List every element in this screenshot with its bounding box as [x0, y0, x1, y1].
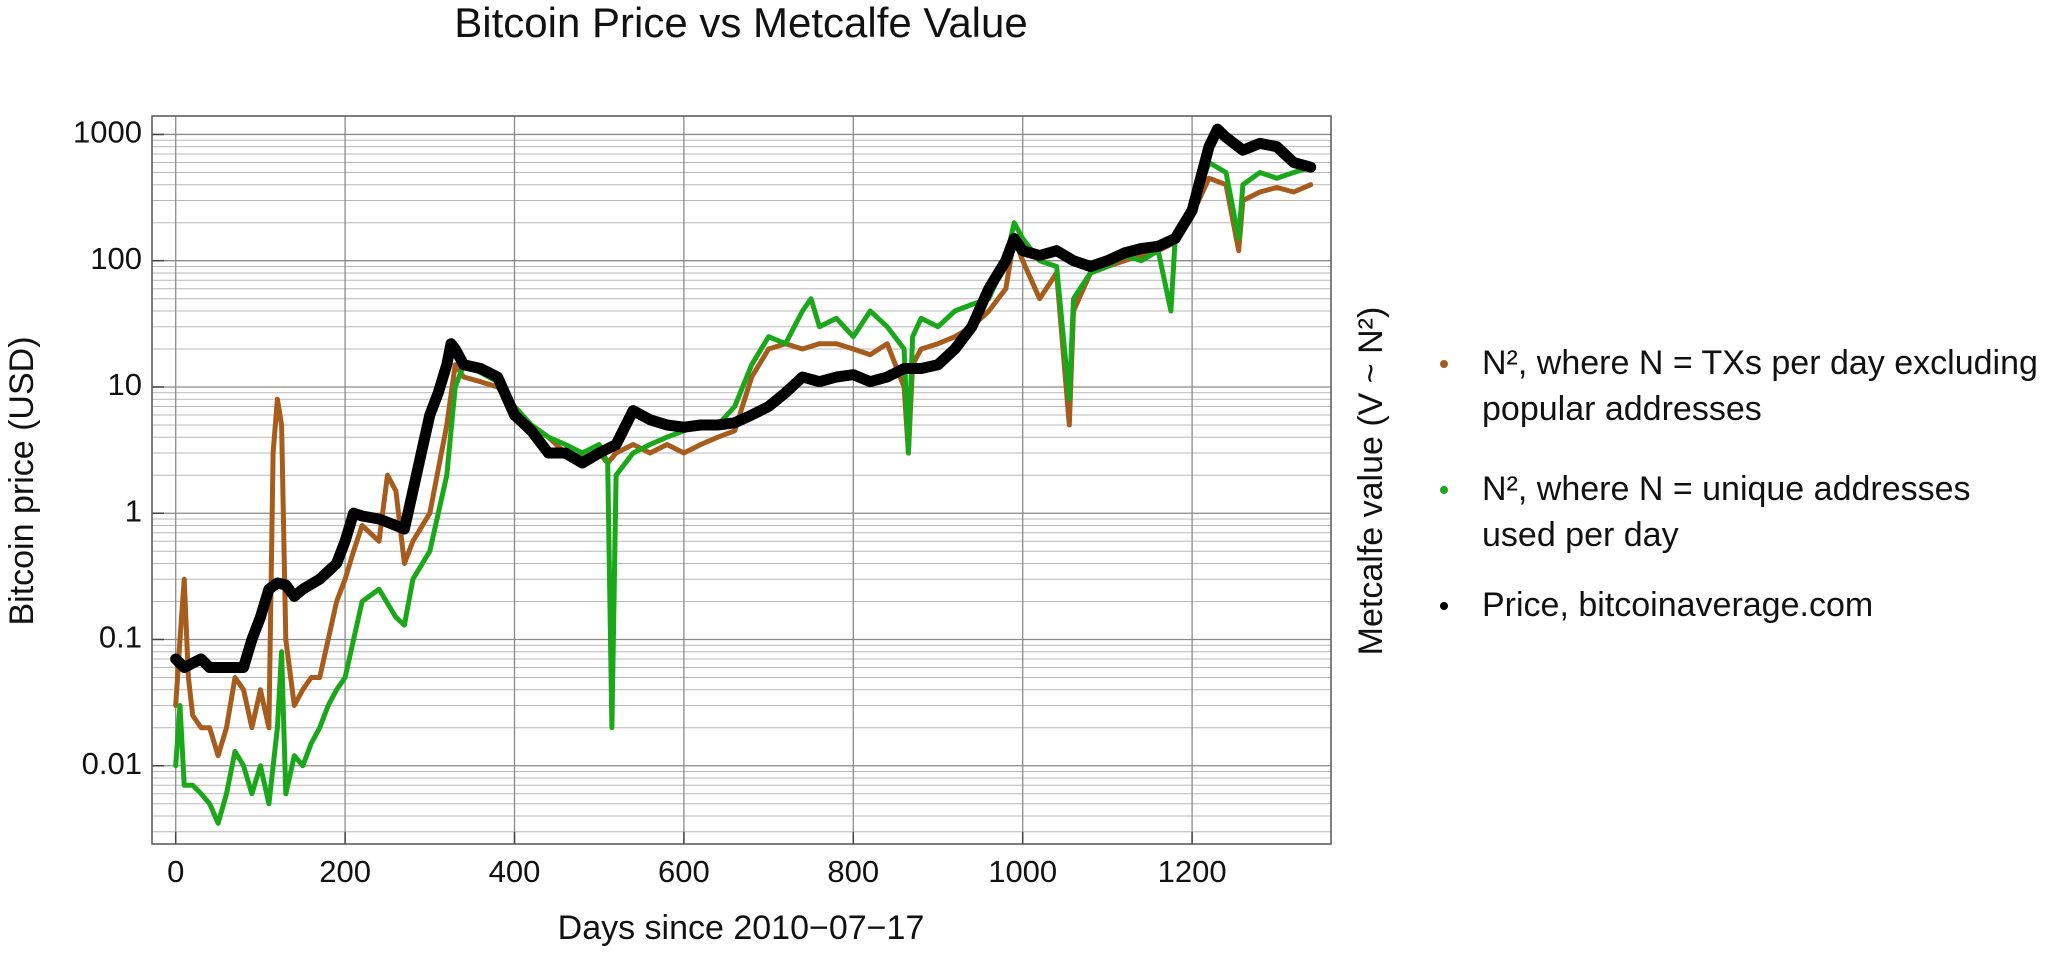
x-tick-label: 400 [489, 854, 541, 889]
legend-marker [1440, 486, 1448, 494]
y-tick-label: 0.1 [99, 620, 142, 655]
legend-label: Price, bitcoinaverage.com [1482, 586, 1874, 624]
y-axis-label: Bitcoin price (USD) [3, 336, 41, 625]
y-tick-label: 100 [90, 241, 142, 276]
x-tick-label: 1200 [1158, 854, 1227, 889]
grid [152, 116, 1331, 844]
x-tick-label: 0 [167, 854, 184, 889]
x-tick-label: 800 [827, 854, 879, 889]
data-line [170, 123, 1317, 673]
chart-title: Bitcoin Price vs Metcalfe Value [454, 0, 1027, 46]
x-tick-label: 200 [319, 854, 371, 889]
y-tick-label: 1 [125, 493, 142, 528]
x-tick-label: 1000 [988, 854, 1057, 889]
y-tick-label: 0.01 [82, 746, 142, 781]
y-tick-label: 1000 [73, 115, 142, 150]
y2-axis-label: Metcalfe value (V ~ N²) [1352, 307, 1390, 656]
legend-marker [1440, 360, 1448, 368]
plot-frame [151, 115, 1332, 845]
legend-label: N², where N = TXs per day excluding popu… [1482, 344, 2038, 428]
y-tick-label: 10 [108, 367, 142, 402]
legend-label: N², where N = unique addresses used per … [1482, 470, 1971, 554]
x-tick-label: 600 [658, 854, 710, 889]
legend-marker [1440, 602, 1448, 610]
data-line [173, 160, 1314, 826]
x-axis-label: Days since 2010−07−17 [558, 909, 925, 947]
